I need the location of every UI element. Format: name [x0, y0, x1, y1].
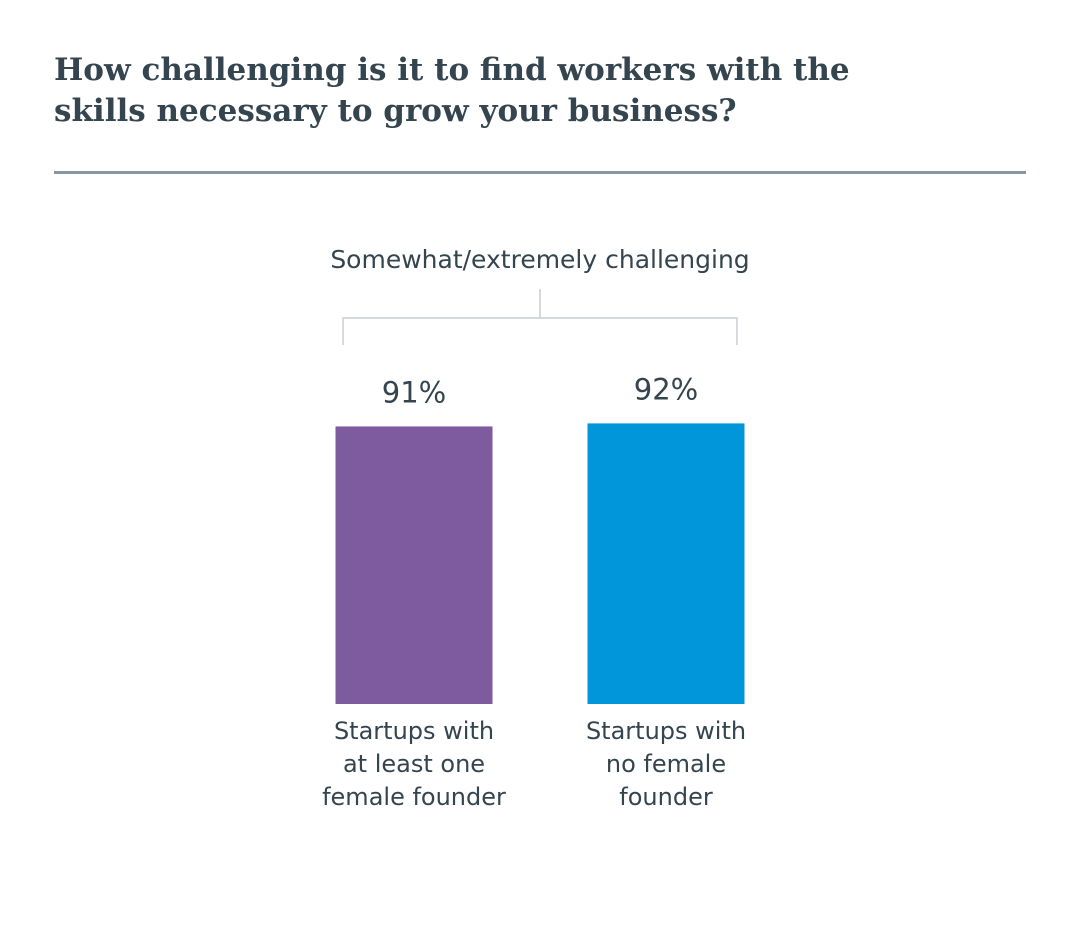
chart-title: How challenging is it to find workers wi…	[54, 52, 850, 129]
bracket-frame	[342, 317, 738, 345]
title-divider	[54, 171, 1026, 174]
bar-2	[587, 423, 745, 704]
group-label: Somewhat/extremely challenging	[330, 245, 749, 274]
value-label-1: 91%	[382, 375, 446, 409]
bars-layer: 91% Startups with at least one female found…	[322, 372, 746, 811]
category-label-2: Startups with no female founder	[586, 717, 746, 811]
category-label-1: Startups with at least one female founder	[322, 717, 506, 811]
value-label-2: 92%	[634, 372, 698, 406]
bar-1	[335, 426, 493, 704]
group-bracket	[342, 289, 738, 345]
